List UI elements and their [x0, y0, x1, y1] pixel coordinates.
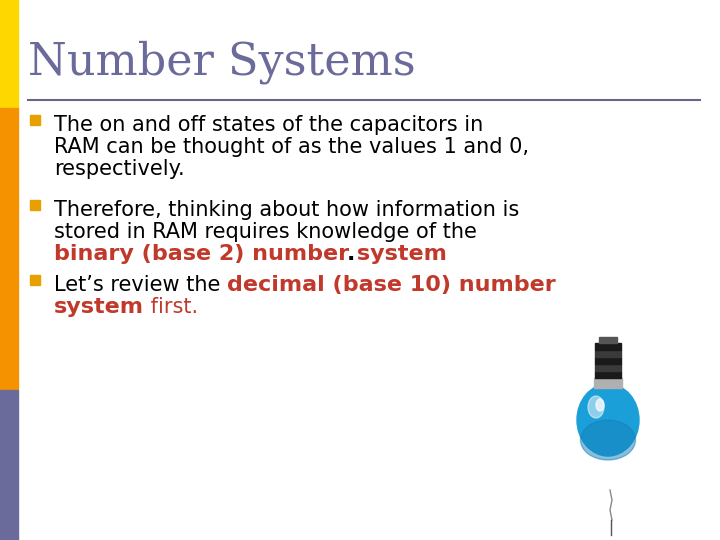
- Text: .: .: [347, 244, 356, 264]
- Bar: [595, 343, 621, 350]
- Text: The on and off states of the capacitors in: The on and off states of the capacitors …: [54, 115, 483, 135]
- Bar: [30, 275, 40, 285]
- Text: decimal (base 10) number: decimal (base 10) number: [227, 275, 556, 295]
- Ellipse shape: [596, 399, 604, 411]
- Bar: [595, 371, 621, 378]
- Text: system: system: [54, 297, 144, 317]
- Bar: [594, 378, 622, 388]
- Ellipse shape: [588, 396, 604, 418]
- Bar: [30, 200, 40, 210]
- Text: RAM can be thought of as the values 1 and 0,: RAM can be thought of as the values 1 an…: [54, 137, 529, 157]
- Text: binary (base 2) number system: binary (base 2) number system: [54, 244, 447, 264]
- Text: Therefore, thinking about how information is: Therefore, thinking about how informatio…: [54, 200, 519, 220]
- Bar: [0, 108, 18, 390]
- Bar: [595, 357, 621, 364]
- Bar: [0, 0, 18, 108]
- Bar: [599, 337, 617, 343]
- Text: stored in RAM requires knowledge of the: stored in RAM requires knowledge of the: [54, 222, 477, 242]
- Text: Let’s review the: Let’s review the: [54, 275, 227, 295]
- Bar: [0, 390, 18, 540]
- Ellipse shape: [580, 420, 636, 460]
- Text: respectively.: respectively.: [54, 159, 184, 179]
- Bar: [595, 350, 621, 357]
- Ellipse shape: [577, 384, 639, 456]
- Text: Number Systems: Number Systems: [28, 40, 415, 84]
- Bar: [595, 364, 621, 371]
- Text: first.: first.: [144, 297, 198, 317]
- Bar: [30, 115, 40, 125]
